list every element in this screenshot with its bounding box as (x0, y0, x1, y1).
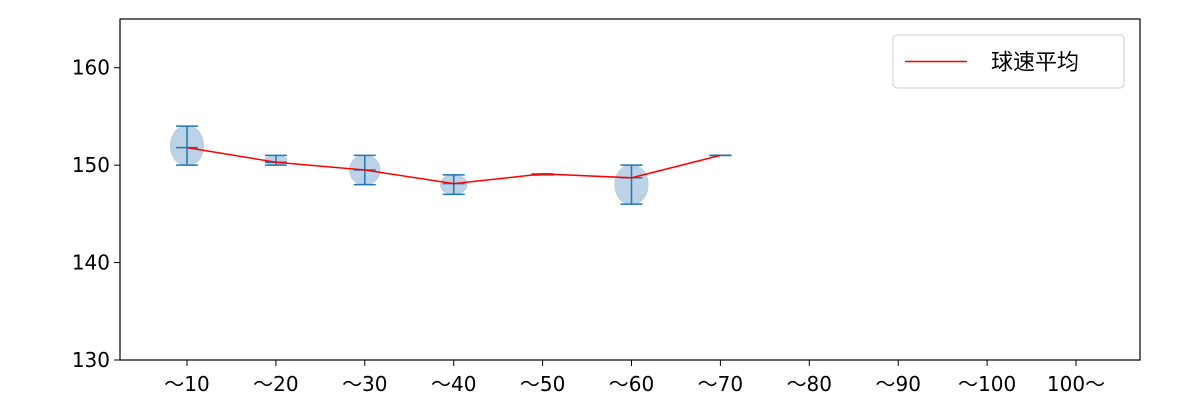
y-tick-label: 130 (72, 348, 110, 372)
x-tick-label: 100～ (1047, 372, 1105, 396)
legend-box (892, 34, 1125, 89)
x-tick-label: ～100 (958, 372, 1016, 396)
x-tick-label: ～10 (164, 372, 209, 396)
y-tick-label: 150 (72, 153, 110, 177)
x-tick-label: ～80 (787, 372, 832, 396)
x-tick-label: ～30 (342, 372, 387, 396)
x-tick-label: ～40 (431, 372, 476, 396)
legend-label: 球速平均 (991, 51, 1079, 76)
x-tick-label: ～70 (698, 372, 743, 396)
x-tick-label: ～50 (520, 372, 565, 396)
x-tick-label: ～90 (875, 372, 920, 396)
plot-frame (119, 18, 1141, 361)
y-tick-label: 140 (72, 251, 110, 275)
x-tick-label: ～60 (609, 372, 654, 396)
mean-speed-line (186, 146, 721, 185)
x-tick-label: ～20 (253, 372, 298, 396)
y-tick-label: 160 (72, 56, 110, 80)
